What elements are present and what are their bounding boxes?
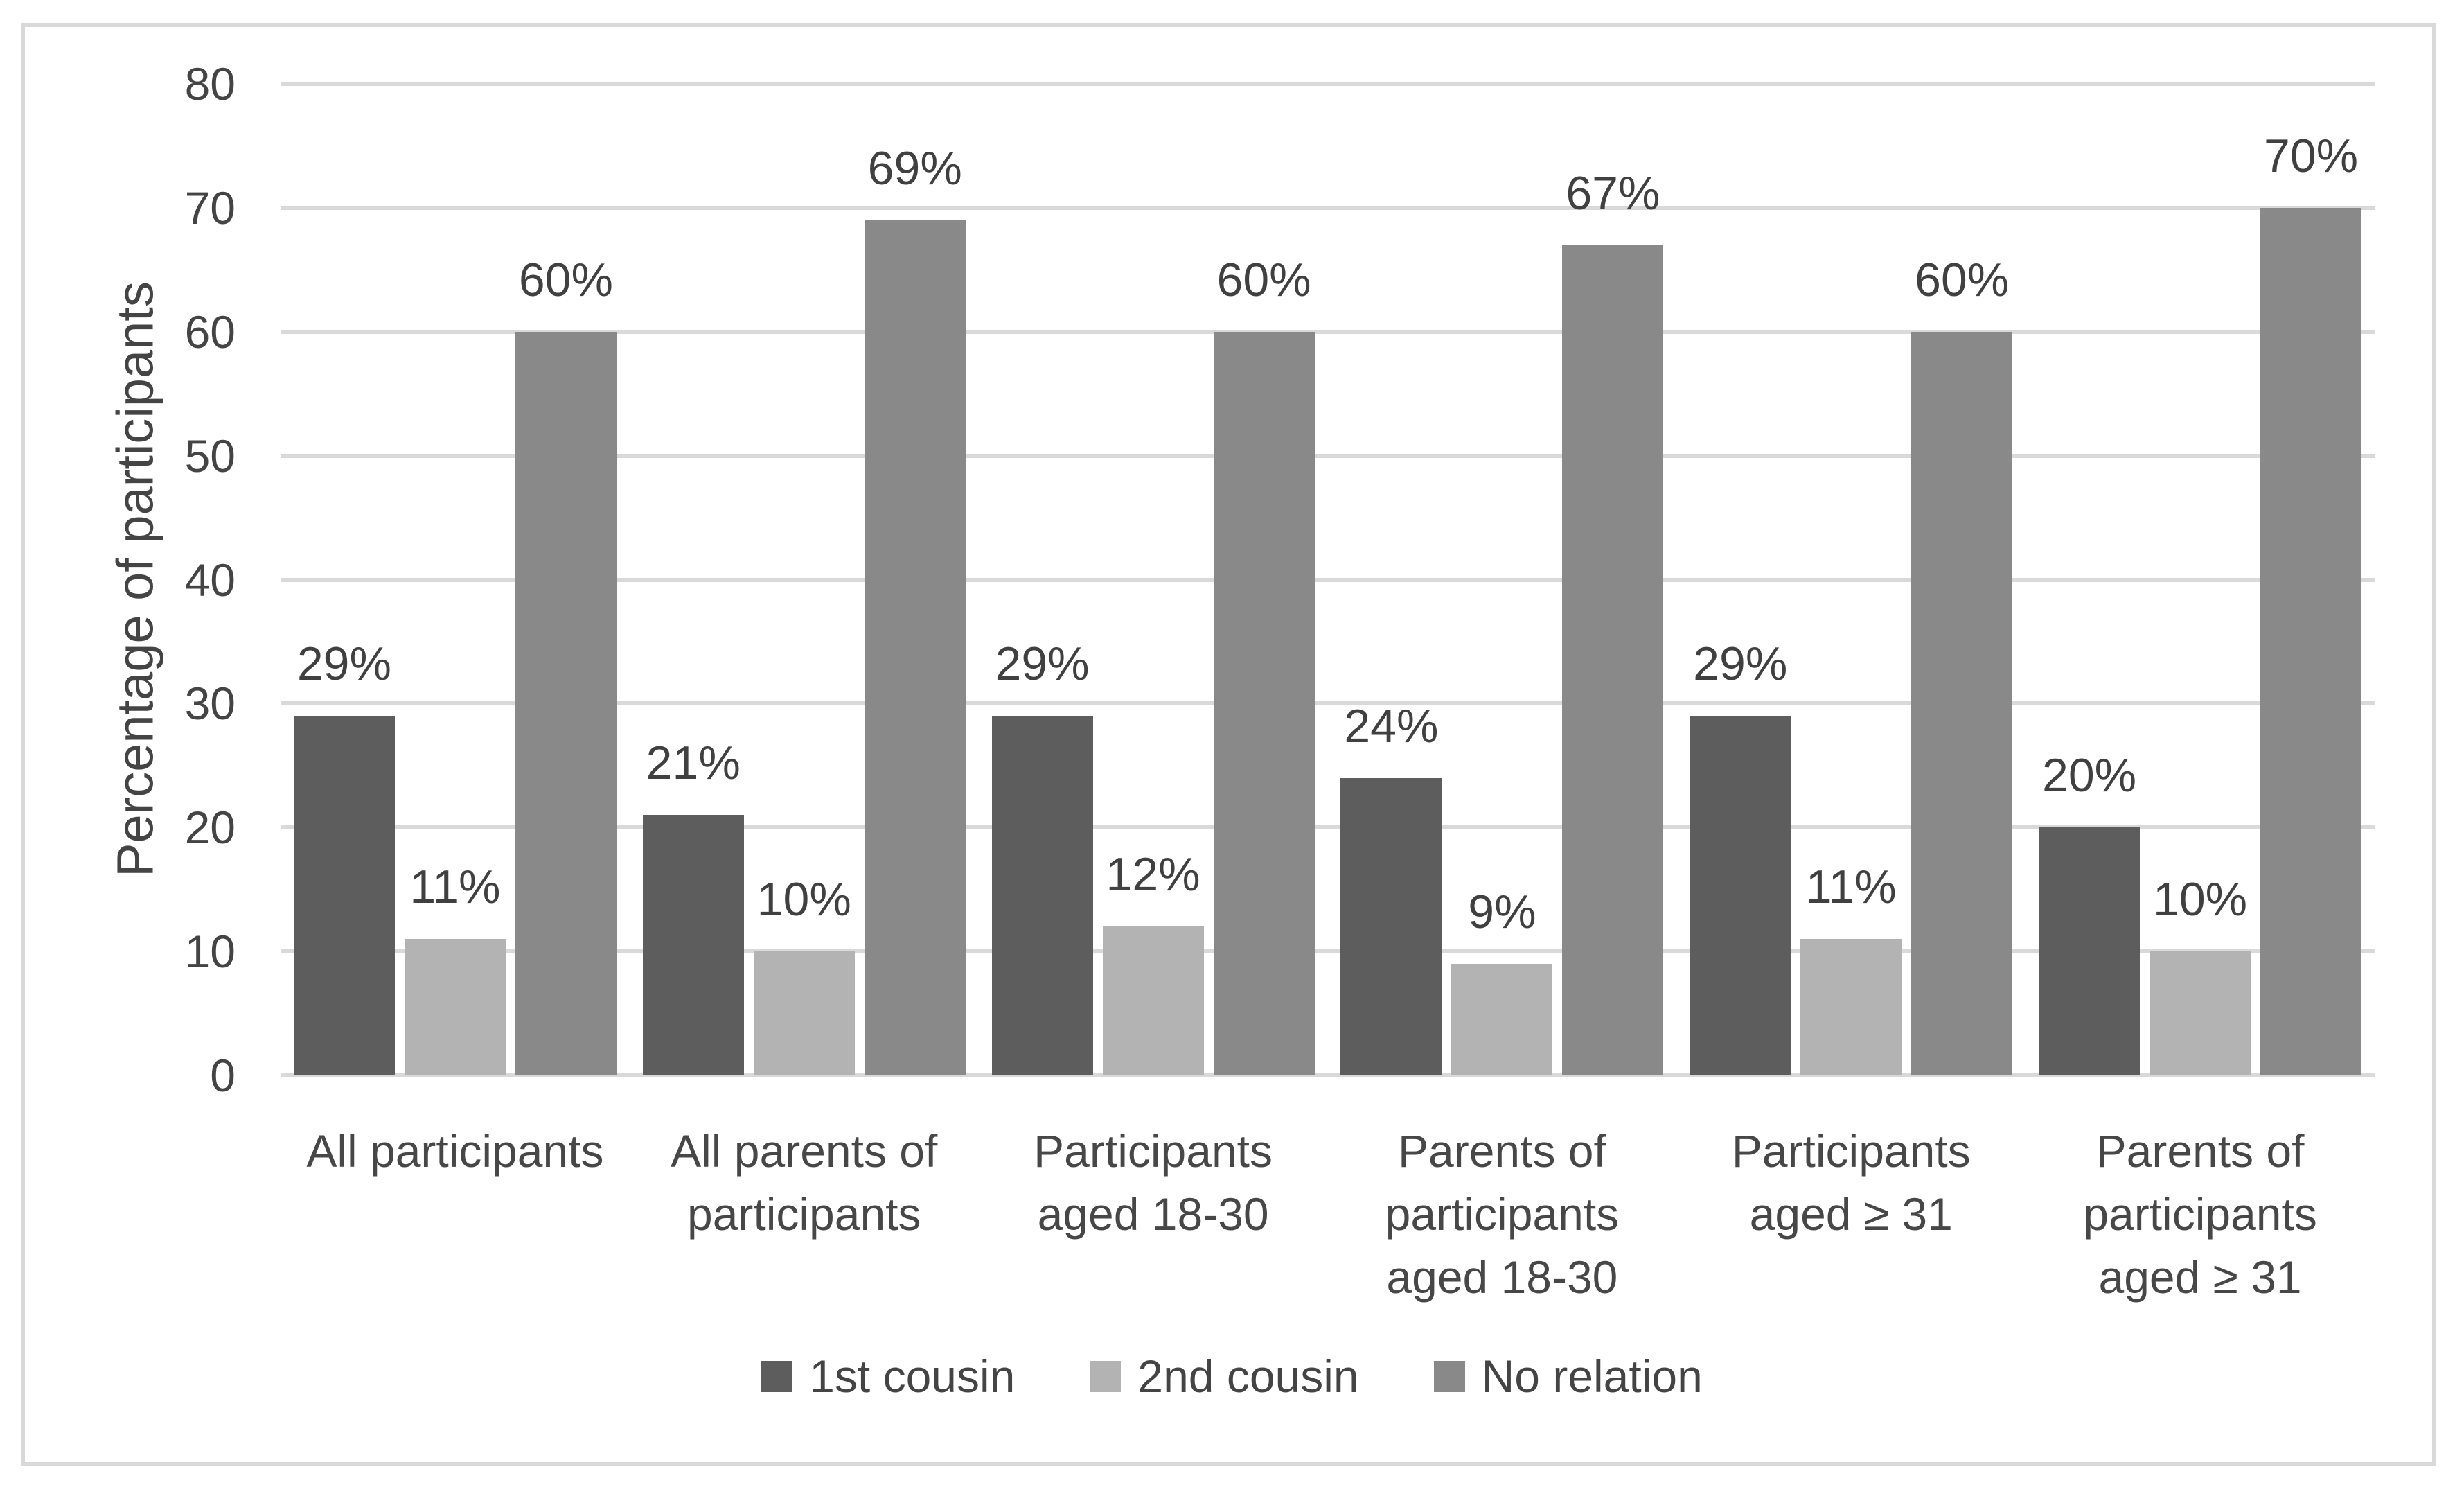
bar-value-label: 60% [1915,253,2010,306]
legend-label-1st-cousin: 1st cousin [809,1350,1016,1402]
y-tick-label-80: 80 [184,58,236,109]
gridline-60 [281,329,2375,334]
bar-2nd-cousin: 11% [1800,861,1902,1075]
bar-2nd-cousin: 9% [1451,886,1553,1075]
gridline-20 [281,825,2375,830]
bar-row: 20% 10% 70% [2026,84,2375,1075]
bar-no-relation: 60% [1911,254,2013,1075]
y-tick-label-70: 70 [184,182,236,234]
legend-swatch-2nd-cousin [1090,1360,1122,1392]
bar-value-label: 67% [1566,166,1660,220]
bar-value-label: 29% [296,637,391,691]
bar-value-label: 20% [2042,749,2137,802]
bar-2nd-cousin: 10% [753,873,855,1075]
legend: 1st cousin 2nd cousin No relation [0,1350,2464,1402]
legend-label-no-relation: No relation [1481,1350,1703,1402]
bar-value-label: 10% [2153,873,2248,926]
bar-value-label: 10% [756,873,851,926]
legend-item-1st-cousin: 1st cousin [761,1350,1015,1402]
bar-2nd-cousin: 10% [2150,873,2251,1075]
bar-row: 29% 11% 60% [281,84,630,1075]
bar-no-relation: 60% [1213,254,1315,1075]
x-category-label-5: Participants aged ≥ 31 [1731,1125,1971,1240]
bar-group-5: 29% 11% 60% [1676,84,2026,1075]
x-category-label-4: Parents of participants aged 18-30 [1385,1125,1620,1303]
bar-value-label: 12% [1106,848,1200,901]
bar-no-relation: 70% [2260,130,2362,1075]
gridline-30 [281,701,2375,706]
legend-swatch-no-relation [1433,1360,1465,1392]
gridline-70 [281,205,2375,210]
bar-row: 29% 12% 60% [979,84,1328,1075]
bar-2nd-cousin: 11% [404,861,506,1075]
bar-1st-cousin: 29% [293,637,395,1075]
bar-group-1: 29% 11% 60% [281,84,630,1075]
y-tick-label-10: 10 [184,926,236,978]
bar-value-label: 29% [995,637,1090,691]
gridline-50 [281,453,2375,458]
legend-label-2nd-cousin: 2nd cousin [1137,1350,1359,1402]
gridline-10 [281,949,2375,954]
bar-group-2: 21% 10% 69% [630,84,979,1075]
bar-no-relation: 69% [864,142,966,1075]
bar-row: 29% 11% 60% [1676,84,2026,1075]
bar-row: 21% 10% 69% [630,84,979,1075]
gridline-0 [281,1073,2375,1077]
bar-no-relation: 60% [515,254,617,1075]
bar-value-label: 21% [646,737,741,790]
bar-2nd-cousin: 12% [1102,848,1204,1075]
bar-1st-cousin: 21% [642,737,744,1075]
bar-group-3: 29% 12% 60% [979,84,1328,1075]
gridline-40 [281,577,2375,582]
bar-1st-cousin: 20% [2039,749,2141,1075]
bar-group-6: 20% 10% 70% [2026,84,2375,1075]
legend-item-2nd-cousin: 2nd cousin [1090,1350,1359,1402]
y-tick-label-60: 60 [184,306,236,358]
y-tick-label-50: 50 [184,430,236,482]
bar-row: 24% 9% 67% [1328,84,1677,1075]
x-category-label-3: Participants aged 18-30 [1034,1125,1273,1240]
x-category-label-6: Parents of participants aged ≥ 31 [2083,1125,2317,1303]
bar-value-label: 11% [1805,861,1897,914]
bar-value-label: 69% [867,141,962,195]
bar-value-label: 9% [1468,886,1536,939]
bar-1st-cousin: 29% [1690,637,1791,1075]
gridline-80 [281,82,2375,86]
bar-1st-cousin: 24% [1340,700,1442,1075]
bar-1st-cousin: 29% [991,637,1093,1075]
legend-item-no-relation: No relation [1433,1350,1703,1402]
y-tick-label-20: 20 [184,802,236,854]
legend-swatch-1st-cousin [761,1360,793,1392]
bar-value-label: 24% [1344,699,1439,753]
plot-area: 0 10 20 30 40 50 60 70 80 29% 11% 60% All participan… [185,58,2375,1303]
bar-group-4: 24% 9% 67% [1328,84,1677,1075]
y-tick-label-0: 0 [210,1050,236,1101]
x-category-label-2: All parents of participants [671,1125,938,1240]
x-category-label-1: All participants [306,1125,604,1177]
bar-value-label: 11% [409,861,501,914]
bar-value-label: 60% [1216,253,1311,306]
bar-no-relation: 67% [1562,167,1664,1075]
bar-value-label: 70% [2264,129,2359,182]
bar-value-label: 60% [518,253,613,306]
bar-value-label: 29% [1693,637,1788,691]
y-tick-label-40: 40 [184,554,236,606]
y-tick-label-30: 30 [184,678,236,730]
